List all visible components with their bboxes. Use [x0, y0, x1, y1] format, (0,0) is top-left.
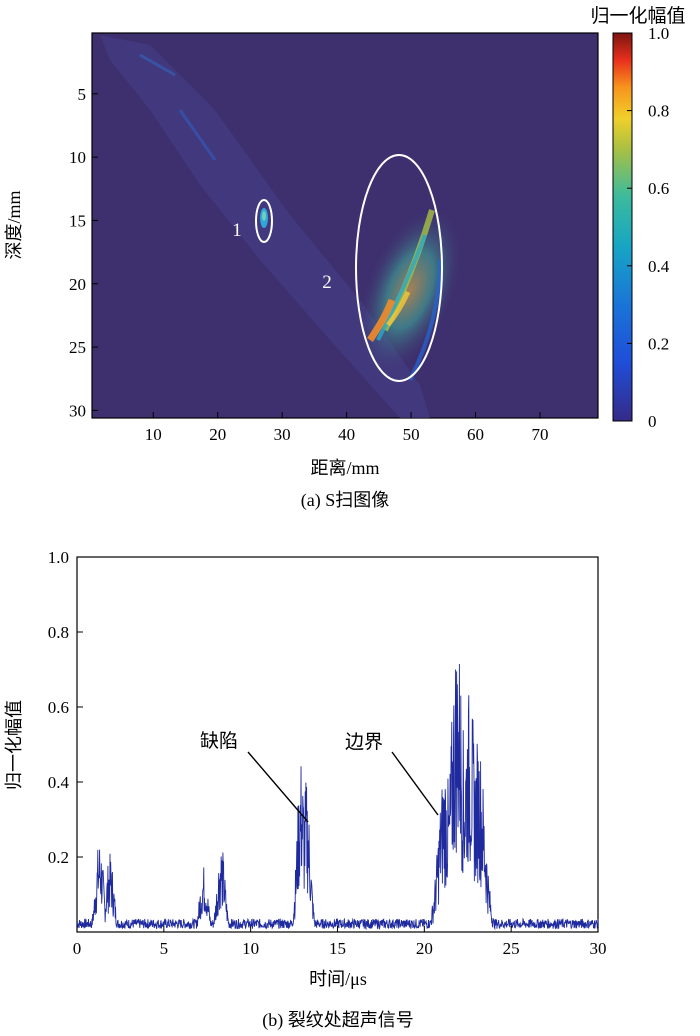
signal-caption: (b) 裂纹处超声信号 [262, 1010, 414, 1031]
region-2-label: 2 [322, 272, 332, 293]
colorbar: 0 0.2 0.4 0.6 0.8 1.0 归一化幅值 [590, 5, 685, 431]
s-scan-y-tick-label: 20 [69, 275, 86, 294]
signal-x-tick-label: 25 [503, 939, 520, 958]
signal-x-tick-label: 30 [590, 939, 607, 958]
colorbar-tick-label: 0.4 [648, 257, 670, 276]
s-scan-panel: 1 2 10 20 30 40 50 60 70 5 10 15 20 25 30 距离/mm 深度/m… [4, 32, 599, 511]
defect-leader-line [247, 751, 309, 823]
defect-streak-4 [386, 290, 411, 327]
colorbar-tick-label: 0.2 [648, 334, 669, 353]
signal-y-label: 归一化幅值 [4, 700, 24, 790]
boundary-annotation: 边界 [345, 731, 383, 753]
colorbar-title: 归一化幅值 [590, 5, 685, 27]
s-scan-y-tick-label: 30 [69, 401, 86, 420]
signal-y-tick-label: 0.2 [48, 848, 69, 867]
defect-streak-3 [367, 298, 396, 342]
s-scan-x-tick-label: 20 [209, 425, 226, 444]
colorbar-ramp [612, 32, 633, 422]
s-scan-x-tick-label: 30 [274, 425, 291, 444]
faint-streak-1 [178, 109, 217, 161]
colorbar-tick-label: 0.8 [648, 102, 669, 121]
colorbar-tick-label: 0.6 [648, 179, 669, 198]
signal-y-tick-label: 0.8 [48, 623, 69, 642]
region-1-label: 1 [232, 220, 242, 241]
s-scan-x-tick-label: 50 [403, 425, 420, 444]
signal-x-label: 时间/μs [309, 969, 367, 989]
signal-axes: 0 5 10 15 20 25 30 0.2 0.4 0.6 0.8 1.0 [48, 548, 607, 958]
signal-x-tick-label: 20 [416, 939, 433, 958]
colorbar-ticks: 0 0.2 0.4 0.6 0.8 1.0 [627, 24, 670, 431]
signal-y-tick-label: 1.0 [48, 548, 69, 567]
defect-streak-2 [376, 234, 427, 341]
boundary-leader-line [391, 751, 439, 816]
signal-x-tick-label: 10 [242, 939, 259, 958]
s-scan-caption: (a) S扫图像 [301, 490, 390, 511]
s-scan-y-tick-label: 15 [69, 211, 86, 230]
defect-annotation: 缺陷 [200, 730, 238, 752]
colorbar-tick-label: 0 [648, 412, 657, 431]
s-scan-x-tick-label: 70 [531, 425, 548, 444]
region-1-ellipse [255, 199, 273, 243]
signal-x-tick-label: 5 [160, 939, 169, 958]
signal-x-tick-label: 15 [329, 939, 346, 958]
s-scan-x-tick-label: 60 [467, 425, 484, 444]
s-scan-y-label: 深度/mm [4, 190, 24, 259]
s-scan-y-tick-label: 10 [69, 148, 86, 167]
signal-panel: 0 5 10 15 20 25 300.20.40.60.81.0 缺陷 边界 时间/μs … [4, 548, 607, 1031]
small-reflector-core [262, 211, 266, 221]
s-scan-image [100, 35, 464, 418]
s-scan-axes: 10 20 30 40 50 60 70 5 10 15 20 25 30 [69, 85, 548, 444]
region-2-ellipse [355, 154, 443, 382]
faint-streak-2 [139, 53, 176, 77]
signal-x-tick-label: 0 [73, 939, 82, 958]
s-scan-y-tick-label: 25 [69, 338, 86, 357]
signal-plot-area [76, 556, 599, 933]
signal-y-tick-label: 0.6 [48, 698, 69, 717]
s-scan-x-tick-label: 40 [338, 425, 355, 444]
s-scan-y-tick-label: 5 [78, 85, 87, 104]
signal-y-tick-label: 0.4 [48, 773, 70, 792]
s-scan-x-label: 距离/mm [310, 458, 379, 478]
colorbar-tick-label: 1.0 [648, 24, 669, 43]
s-scan-x-tick-label: 10 [145, 425, 162, 444]
defect-streak-5 [408, 259, 442, 381]
